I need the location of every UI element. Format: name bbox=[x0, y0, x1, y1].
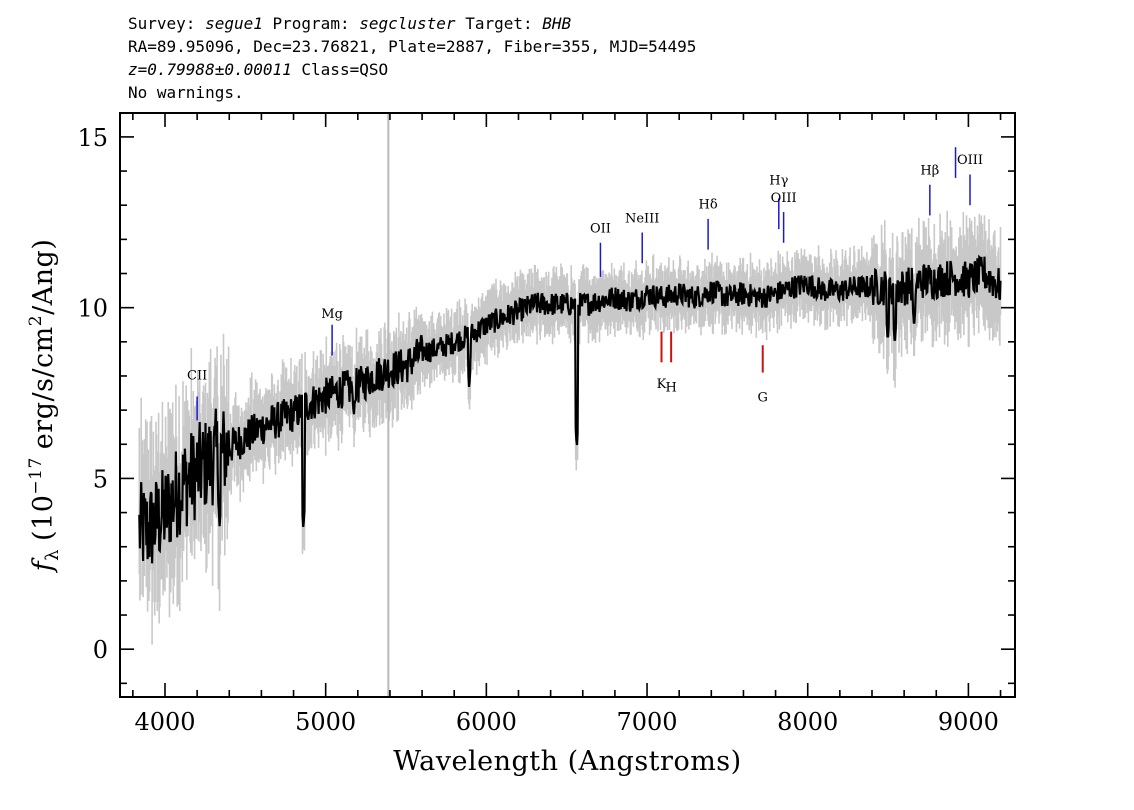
redshift-value: z=0.79988±0.00011 bbox=[128, 60, 292, 79]
survey-label: Survey: bbox=[128, 14, 196, 33]
program-label: Program: bbox=[272, 14, 350, 33]
y-axis-title: fλ (10−17 erg/s/cm2/Ang) bbox=[26, 239, 63, 574]
warnings-line: No warnings. bbox=[128, 83, 244, 102]
emission-line-label: Hγ bbox=[769, 174, 788, 189]
survey-line: Survey: segue1 Program: segcluster Targe… bbox=[128, 12, 696, 35]
y-tick-label: 5 bbox=[93, 465, 108, 493]
axis-tick-labels: 4000 5000 6000 7000 8000 9000 0 5 10 15 bbox=[77, 124, 998, 736]
y-axis-exponent-2: 2 bbox=[26, 315, 46, 326]
y-axis-symbol: f bbox=[28, 557, 59, 573]
emission-line-label: Hβ bbox=[920, 163, 939, 178]
x-tick-label: 9000 bbox=[938, 708, 999, 736]
emission-line-label: CII bbox=[187, 368, 207, 383]
x-tick-label: 4000 bbox=[134, 708, 195, 736]
y-axis-units-mid: erg/s/cm bbox=[28, 326, 59, 449]
y-axis-units-pre: (10 bbox=[28, 495, 59, 541]
y-axis-subscript: λ bbox=[42, 549, 63, 561]
plot-frame bbox=[119, 112, 1016, 698]
emission-line-label: Hδ bbox=[699, 198, 718, 213]
emission-line-label: OIII bbox=[957, 153, 983, 168]
x-tick-label: 5000 bbox=[295, 708, 356, 736]
y-tick-label: 10 bbox=[77, 295, 108, 323]
x-tick-label: 7000 bbox=[616, 708, 677, 736]
flux-series-line bbox=[138, 254, 1002, 564]
absorption-line-label: H bbox=[665, 380, 676, 395]
redshift-line: z=0.79988±0.00011 Class=QSO bbox=[128, 58, 696, 81]
target-label: Target: bbox=[465, 14, 533, 33]
emission-line-label: Mg bbox=[321, 307, 343, 322]
axis-ticks bbox=[120, 113, 1015, 697]
x-tick-label: 6000 bbox=[456, 708, 517, 736]
y-axis-units-post: /Ang) bbox=[28, 239, 59, 315]
emission-line-label: OII bbox=[590, 222, 611, 237]
absorption-line-label: K bbox=[657, 377, 667, 392]
y-axis-exponent: −17 bbox=[26, 457, 46, 494]
class-value: Class=QSO bbox=[301, 60, 389, 79]
absorption-line-label: G bbox=[758, 391, 768, 406]
spectrum-header: Survey: segue1 Program: segcluster Targe… bbox=[128, 12, 696, 104]
y-tick-label: 15 bbox=[77, 124, 108, 152]
survey-value: segue1 bbox=[205, 14, 263, 33]
spectral-line-markers: CII Mg OII NeIII Hδ Hγ OIII Hβ OIII K H G bbox=[187, 147, 983, 421]
emission-line-label: OIII bbox=[771, 191, 797, 206]
program-value: segcluster bbox=[359, 14, 456, 33]
x-tick-label: 8000 bbox=[777, 708, 838, 736]
y-tick-label: 0 bbox=[93, 636, 108, 664]
x-axis-title: Wavelength (Angstroms) bbox=[393, 746, 741, 777]
emission-line-label: NeIII bbox=[625, 211, 659, 226]
coordinates-line: RA=89.95096, Dec=23.76821, Plate=2887, F… bbox=[128, 37, 697, 56]
target-value: BHB bbox=[542, 14, 572, 33]
